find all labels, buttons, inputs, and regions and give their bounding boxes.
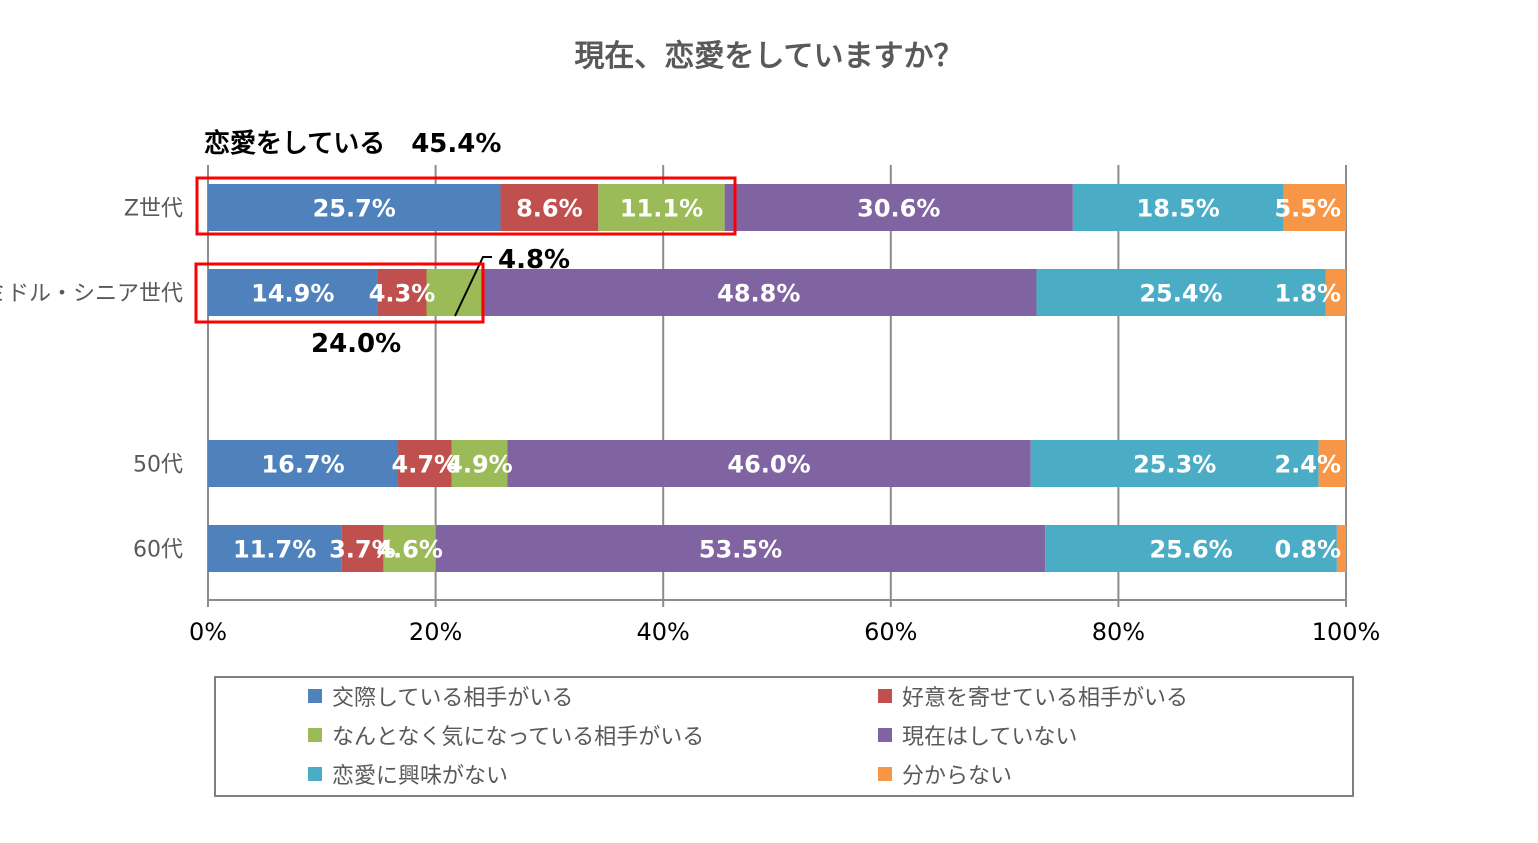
x-tick-label: 0% xyxy=(189,618,227,646)
data-label: 0.8% xyxy=(1274,536,1341,564)
category-label: ミドル・シニア世代 xyxy=(0,282,183,307)
data-label: 53.5% xyxy=(699,536,782,564)
x-tick-label: 60% xyxy=(864,618,917,646)
legend-swatch xyxy=(308,689,322,703)
data-label: 30.6% xyxy=(857,195,940,223)
bar-segment xyxy=(1336,525,1346,572)
bar-segment xyxy=(208,184,501,231)
callout-leader-line xyxy=(454,256,492,317)
chart-title: 現在、恋愛をしていますか？ xyxy=(574,39,963,74)
legend-label: 分からない xyxy=(902,764,1012,789)
bar-segment xyxy=(398,440,452,487)
bar-segment xyxy=(1030,440,1319,487)
highlight-box-middle xyxy=(194,262,485,324)
data-label: 25.7% xyxy=(313,195,396,223)
data-label: 4.6% xyxy=(376,536,443,564)
legend-swatch xyxy=(308,767,322,781)
data-label: 4.3% xyxy=(369,280,436,308)
bar-segment xyxy=(1045,525,1337,572)
annotation-middle-green-callout: 4.8% xyxy=(498,245,570,275)
legend-label: 現在はしていない xyxy=(902,725,1077,750)
legend-label: 好意を寄せている相手がいる xyxy=(902,686,1188,711)
highlight-box-z xyxy=(195,176,737,236)
data-label: 46.0% xyxy=(727,451,810,479)
legend-label: 交際している相手がいる xyxy=(332,686,573,711)
data-label: 25.4% xyxy=(1139,280,1222,308)
legend-swatch xyxy=(878,728,892,742)
data-label: 25.6% xyxy=(1149,536,1232,564)
legend-label: 恋愛に興味がない xyxy=(332,764,508,789)
legend-label: なんとなく気になっている相手がいる xyxy=(332,725,704,750)
bar-segment xyxy=(724,184,1073,231)
bar-segment xyxy=(481,269,1037,316)
bar-segment xyxy=(435,525,1046,572)
data-label: 48.8% xyxy=(717,280,800,308)
bar-segment xyxy=(208,269,378,316)
data-label: 16.7% xyxy=(261,451,344,479)
category-label: 50代 xyxy=(133,453,183,478)
data-label: 2.4% xyxy=(1274,451,1341,479)
bar-segment xyxy=(426,269,482,316)
x-tick-label: 80% xyxy=(1092,618,1145,646)
data-label: 3.7% xyxy=(329,536,396,564)
bar-segment xyxy=(507,440,1031,487)
x-tick-label: 20% xyxy=(409,618,462,646)
bar-segment xyxy=(208,440,399,487)
bar-segment xyxy=(377,269,427,316)
bar-segment xyxy=(1036,269,1326,316)
bar-segment xyxy=(341,525,384,572)
data-label: 11.1% xyxy=(620,195,703,223)
bar-segment xyxy=(500,184,599,231)
bar-segment xyxy=(598,184,725,231)
legend-swatch xyxy=(308,728,322,742)
data-label: 4.7% xyxy=(392,451,459,479)
bar-segment xyxy=(1072,184,1284,231)
bar-segment xyxy=(208,525,342,572)
data-label: 11.7% xyxy=(233,536,316,564)
x-tick-label: 100% xyxy=(1312,618,1381,646)
legend-swatch xyxy=(878,767,892,781)
data-label: 4.9% xyxy=(446,451,513,479)
bar-segment xyxy=(1325,269,1346,316)
category-label: Z世代 xyxy=(124,197,183,222)
data-label: 8.6% xyxy=(516,195,583,223)
annotation-middle-total: 24.0% xyxy=(311,329,401,359)
annotation-z-total: 恋愛をしている 45.4% xyxy=(204,128,501,159)
bar-segment xyxy=(383,525,436,572)
data-label: 18.5% xyxy=(1137,195,1220,223)
bar-segment xyxy=(451,440,508,487)
category-label: 60代 xyxy=(133,538,183,563)
data-label: 1.8% xyxy=(1274,280,1341,308)
data-label: 14.9% xyxy=(251,280,334,308)
bar-segment xyxy=(1283,184,1346,231)
legend-box xyxy=(214,676,1354,797)
bar-segment xyxy=(1318,440,1346,487)
data-label: 5.5% xyxy=(1274,195,1341,223)
x-tick-label: 40% xyxy=(637,618,690,646)
legend-swatch xyxy=(878,689,892,703)
data-label: 25.3% xyxy=(1133,451,1216,479)
